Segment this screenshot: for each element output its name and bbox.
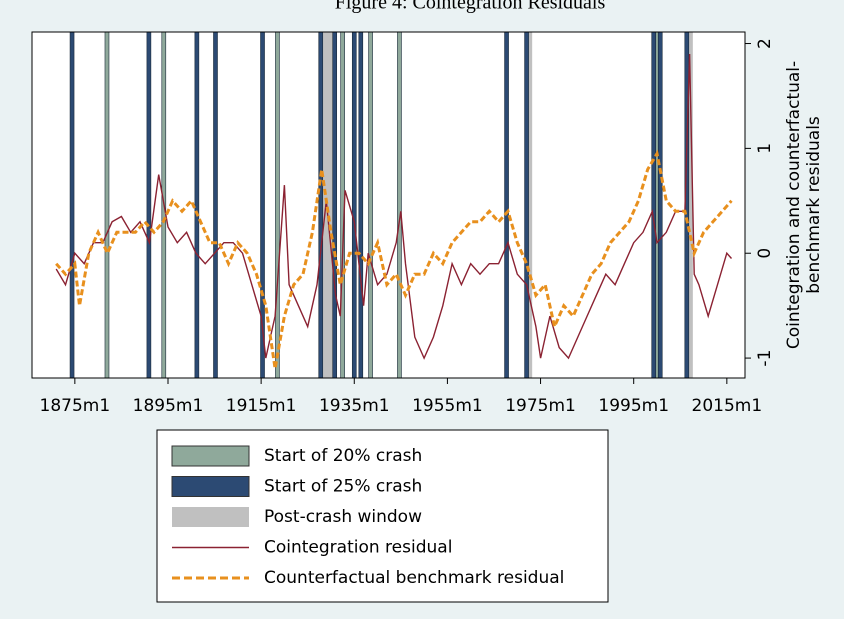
legend-label: Start of 20% crash xyxy=(264,446,422,466)
crash-band xyxy=(657,31,663,379)
legend-swatch xyxy=(171,476,250,497)
x-tick-label: 1975m1 xyxy=(505,396,576,416)
residual-line xyxy=(55,149,733,369)
crash-band xyxy=(213,31,218,379)
plot-border xyxy=(31,31,746,379)
crash-band xyxy=(504,31,509,379)
crash-band xyxy=(275,31,280,379)
post-crash-window xyxy=(686,32,693,378)
crash-band xyxy=(146,31,152,379)
crash-band xyxy=(332,31,338,379)
crash-band xyxy=(318,31,324,379)
x-tick-label: 1955m1 xyxy=(412,396,483,416)
residual-line xyxy=(55,53,733,360)
x-tick-label: 1915m1 xyxy=(226,396,297,416)
x-tick-label: 1875m1 xyxy=(40,396,111,416)
crash-band xyxy=(368,31,373,379)
legend-label: Cointegration residual xyxy=(264,538,452,558)
x-tick-label: 2015m1 xyxy=(692,396,763,416)
y-tick-label: 2 xyxy=(755,38,775,49)
chart-title: Figure 4: Cointegration Residuals xyxy=(335,0,606,14)
crash-band xyxy=(524,31,529,379)
post-crash-window xyxy=(526,32,533,378)
y-axis-label: Cointegration and counterfactual- xyxy=(784,61,804,349)
x-tick-label: 1895m1 xyxy=(133,396,204,416)
crash-band xyxy=(397,31,402,379)
y-tick-label: 1 xyxy=(755,143,775,154)
crash-band xyxy=(351,31,357,379)
crash-band xyxy=(194,31,200,379)
y-tick-label: 0 xyxy=(755,248,775,259)
crash-band xyxy=(104,31,110,379)
x-tick-label: 1995m1 xyxy=(598,396,669,416)
crash-band xyxy=(651,31,657,379)
y-axis-label: benchmark residuals xyxy=(804,116,824,294)
crash-band xyxy=(69,31,75,379)
legend-swatch xyxy=(171,445,250,467)
legend-label: Counterfactual benchmark residual xyxy=(264,568,564,588)
crash-band xyxy=(358,31,364,379)
legend-label: Start of 25% crash xyxy=(264,477,422,497)
y-tick-label: -1 xyxy=(755,350,775,367)
x-tick-label: 1935m1 xyxy=(319,396,390,416)
post-crash-window xyxy=(321,32,336,378)
legend-swatch xyxy=(172,507,249,527)
legend-label: Post-crash window xyxy=(264,507,422,527)
